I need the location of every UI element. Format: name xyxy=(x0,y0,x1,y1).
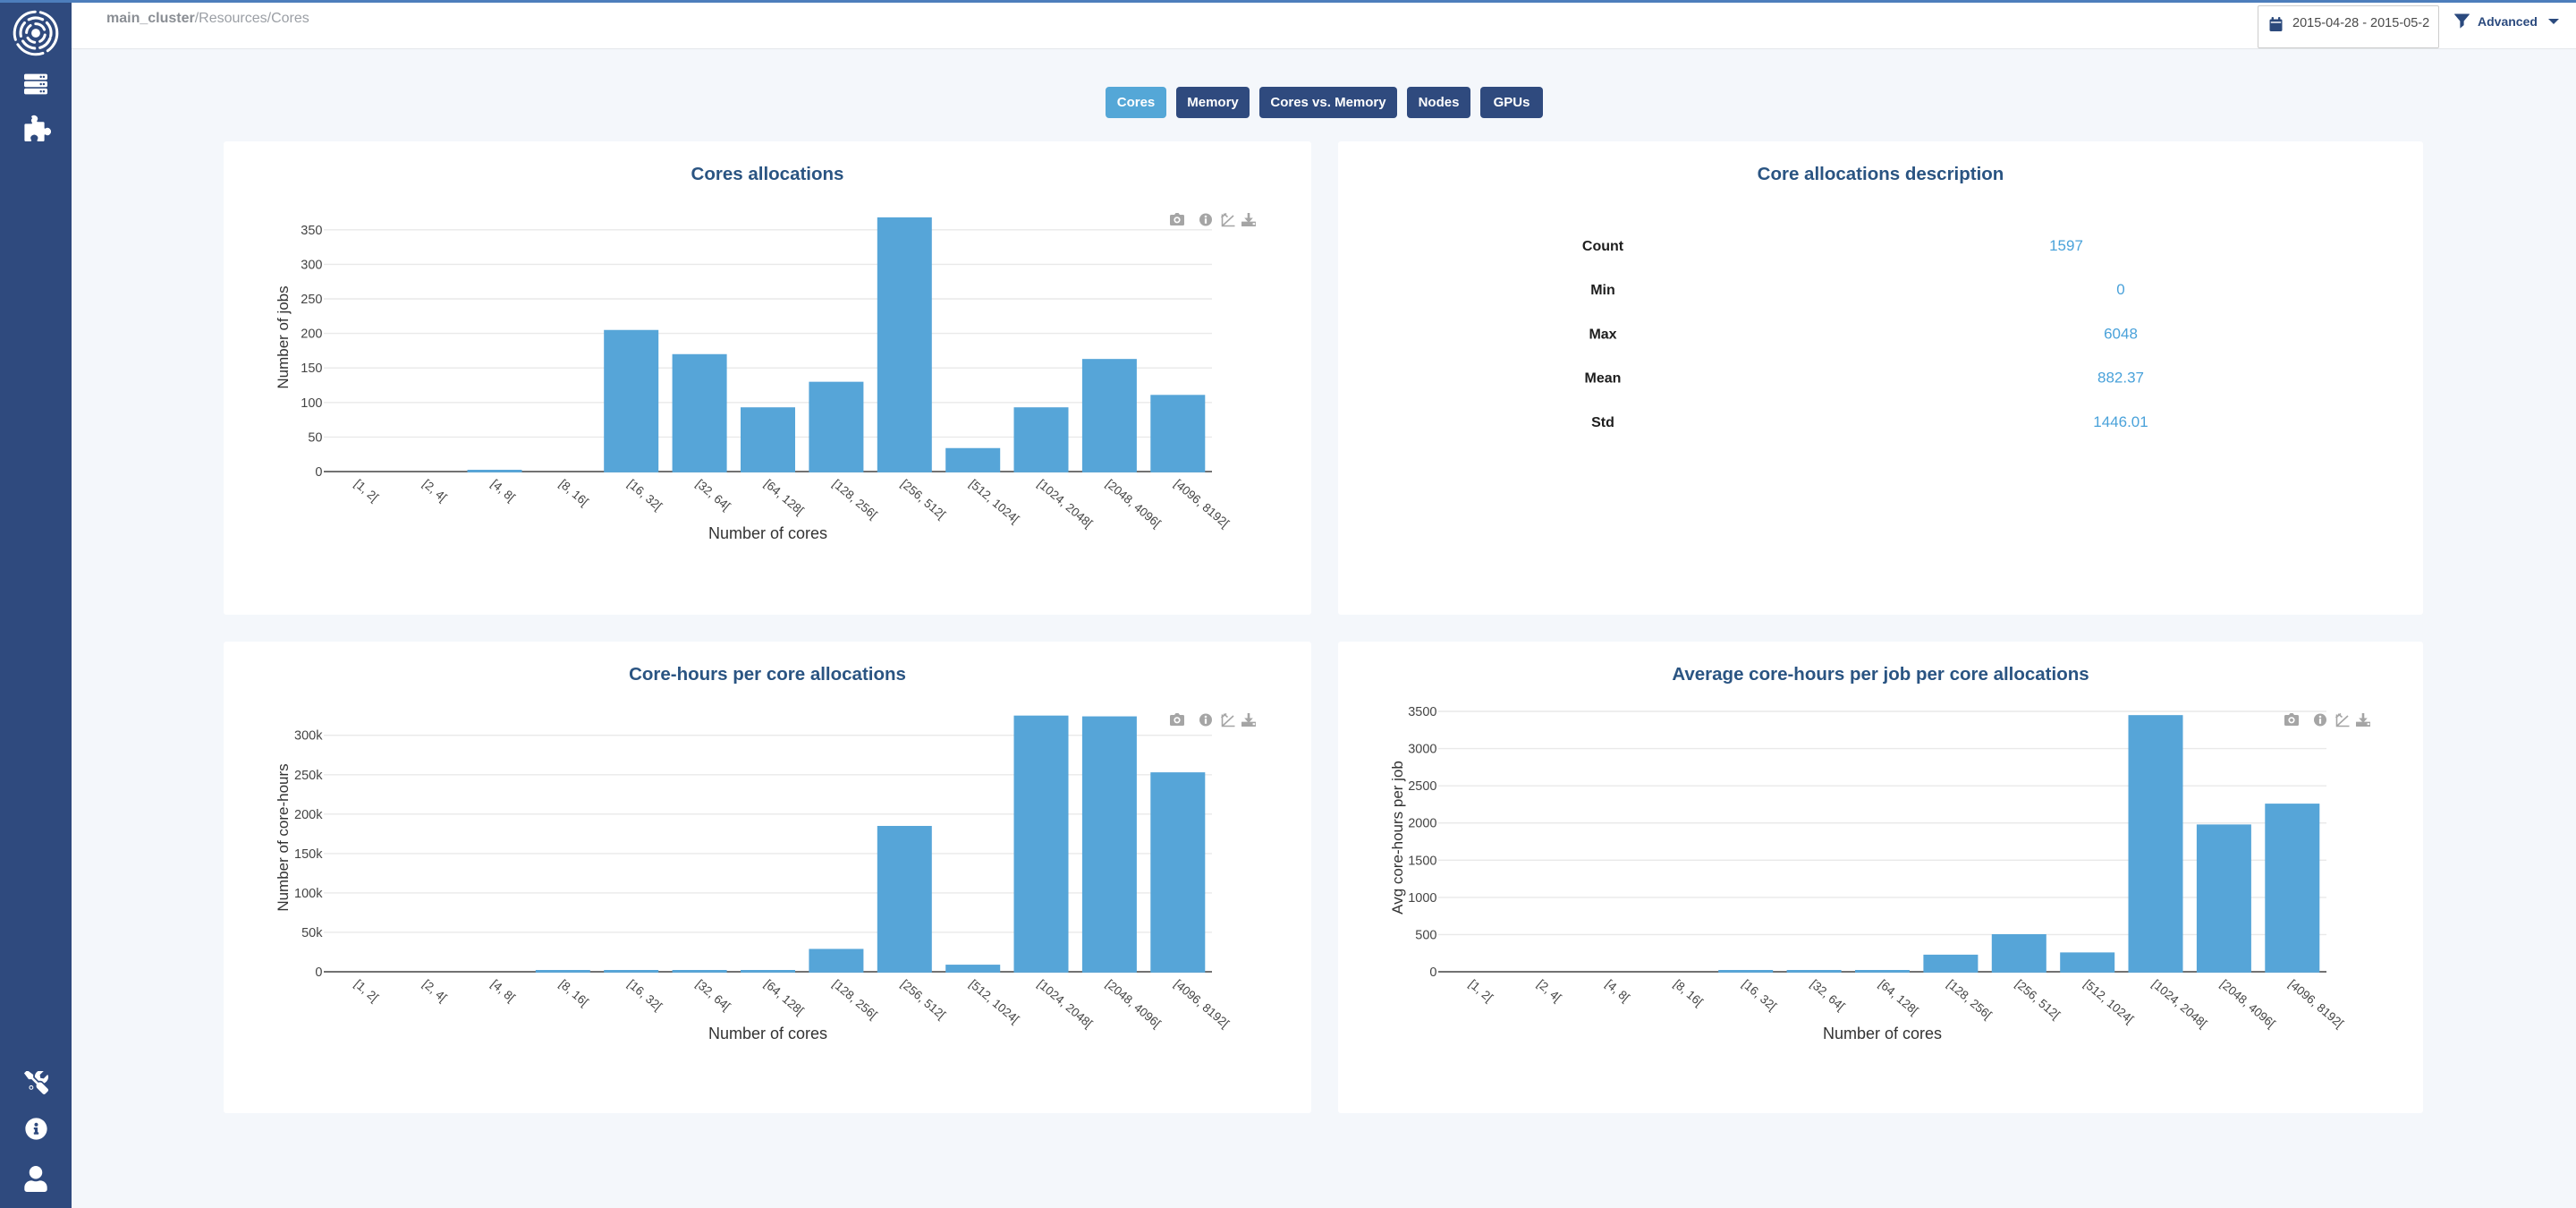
svg-text:[32, 64[: [32, 64[ xyxy=(1808,977,1847,1014)
svg-text:[32, 64[: [32, 64[ xyxy=(693,977,733,1014)
svg-text:[2, 4[: [2, 4[ xyxy=(1535,977,1564,1005)
svg-text:[16, 32[: [16, 32[ xyxy=(625,477,665,514)
svg-text:6048: 6048 xyxy=(2104,325,2138,342)
svg-text:0: 0 xyxy=(1429,966,1436,980)
svg-text:Avg core-hours per job: Avg core-hours per job xyxy=(1389,761,1406,915)
svg-text:[1, 2[: [1, 2[ xyxy=(1466,977,1496,1005)
svg-text:[1, 2[: [1, 2[ xyxy=(352,977,381,1005)
svg-text:[16, 32[: [16, 32[ xyxy=(1740,977,1779,1014)
svg-text:[2, 4[: [2, 4[ xyxy=(420,977,450,1005)
svg-text:[512, 1024[: [512, 1024[ xyxy=(967,977,1022,1026)
svg-text:Std: Std xyxy=(1591,415,1614,430)
svg-text:Number of jobs: Number of jobs xyxy=(275,285,292,388)
svg-text:[32, 64[: [32, 64[ xyxy=(693,477,733,514)
svg-text:Number of cores: Number of cores xyxy=(708,1025,827,1042)
svg-text:Mean: Mean xyxy=(1585,371,1622,387)
svg-text:[8, 16[: [8, 16[ xyxy=(556,977,591,1009)
svg-text:[4096, 8192[: [4096, 8192[ xyxy=(2286,977,2346,1031)
svg-text:[16, 32[: [16, 32[ xyxy=(625,977,665,1014)
svg-text:50k: 50k xyxy=(301,926,323,940)
svg-text:[256, 512[: [256, 512[ xyxy=(898,477,948,522)
svg-text:100k: 100k xyxy=(294,887,323,901)
svg-text:0: 0 xyxy=(315,966,322,980)
svg-text:[128, 256[: [128, 256[ xyxy=(1945,977,1995,1022)
svg-text:3000: 3000 xyxy=(1408,743,1436,757)
svg-text:Max: Max xyxy=(1589,327,1616,342)
svg-text:[4096, 8192[: [4096, 8192[ xyxy=(1172,977,1232,1031)
svg-text:[4096, 8192[: [4096, 8192[ xyxy=(1172,477,1232,531)
svg-text:[128, 256[: [128, 256[ xyxy=(830,477,880,522)
svg-text:250: 250 xyxy=(301,293,322,307)
svg-text:300: 300 xyxy=(301,258,322,272)
svg-text:500: 500 xyxy=(1415,928,1436,942)
svg-text:[2, 4[: [2, 4[ xyxy=(420,477,450,505)
svg-text:Cores allocations: Cores allocations xyxy=(691,164,844,184)
svg-text:[64, 128[: [64, 128[ xyxy=(762,977,807,1017)
svg-text:300k: 300k xyxy=(294,729,323,744)
svg-text:[2048, 4096[: [2048, 4096[ xyxy=(1103,977,1163,1031)
svg-text:[4, 8[: [4, 8[ xyxy=(488,477,518,505)
svg-text:1597: 1597 xyxy=(2049,237,2083,254)
svg-text:2000: 2000 xyxy=(1408,817,1436,831)
svg-text:[1024, 2048[: [1024, 2048[ xyxy=(1035,477,1095,531)
svg-text:Number of cores: Number of cores xyxy=(708,524,827,542)
svg-text:200: 200 xyxy=(301,328,322,342)
svg-text:[4, 8[: [4, 8[ xyxy=(1603,977,1632,1005)
svg-text:[1, 2[: [1, 2[ xyxy=(352,477,381,505)
svg-text:[8, 16[: [8, 16[ xyxy=(1671,977,1706,1009)
svg-text:[2048, 4096[: [2048, 4096[ xyxy=(1103,477,1163,531)
svg-text:[2048, 4096[: [2048, 4096[ xyxy=(2217,977,2277,1031)
svg-text:Core allocations description: Core allocations description xyxy=(1758,164,2004,184)
svg-text:[256, 512[: [256, 512[ xyxy=(898,977,948,1022)
svg-text:200k: 200k xyxy=(294,808,323,822)
svg-text:250k: 250k xyxy=(294,769,323,783)
svg-text:150: 150 xyxy=(301,362,322,376)
svg-text:350: 350 xyxy=(301,224,322,238)
svg-text:[512, 1024[: [512, 1024[ xyxy=(2081,977,2137,1026)
svg-text:0: 0 xyxy=(2116,281,2124,298)
svg-text:150k: 150k xyxy=(294,847,323,862)
svg-text:50: 50 xyxy=(308,430,322,445)
svg-text:[512, 1024[: [512, 1024[ xyxy=(967,477,1022,526)
svg-text:[64, 128[: [64, 128[ xyxy=(762,477,807,517)
svg-text:[128, 256[: [128, 256[ xyxy=(830,977,880,1022)
svg-text:882.37: 882.37 xyxy=(2097,370,2144,387)
svg-text:Average core-hours per job per: Average core-hours per job per core allo… xyxy=(1672,664,2089,685)
svg-text:Core-hours per core allocation: Core-hours per core allocations xyxy=(629,664,906,685)
svg-text:[1024, 2048[: [1024, 2048[ xyxy=(2149,977,2209,1031)
svg-text:Count: Count xyxy=(1582,239,1624,254)
svg-text:Min: Min xyxy=(1590,283,1615,298)
svg-text:[64, 128[: [64, 128[ xyxy=(1877,977,1921,1017)
svg-text:1446.01: 1446.01 xyxy=(2093,413,2148,430)
svg-text:Number of core-hours: Number of core-hours xyxy=(275,763,292,911)
svg-text:[8, 16[: [8, 16[ xyxy=(556,477,591,509)
svg-text:2500: 2500 xyxy=(1408,779,1436,794)
svg-text:[4, 8[: [4, 8[ xyxy=(488,977,518,1005)
svg-text:1000: 1000 xyxy=(1408,891,1436,906)
svg-text:Number of cores: Number of cores xyxy=(1823,1025,1942,1042)
svg-text:[1024, 2048[: [1024, 2048[ xyxy=(1035,977,1095,1031)
svg-text:1500: 1500 xyxy=(1408,854,1436,868)
svg-text:0: 0 xyxy=(315,465,322,480)
svg-text:3500: 3500 xyxy=(1408,705,1436,719)
svg-text:100: 100 xyxy=(301,396,322,411)
svg-text:[256, 512[: [256, 512[ xyxy=(2012,977,2063,1022)
